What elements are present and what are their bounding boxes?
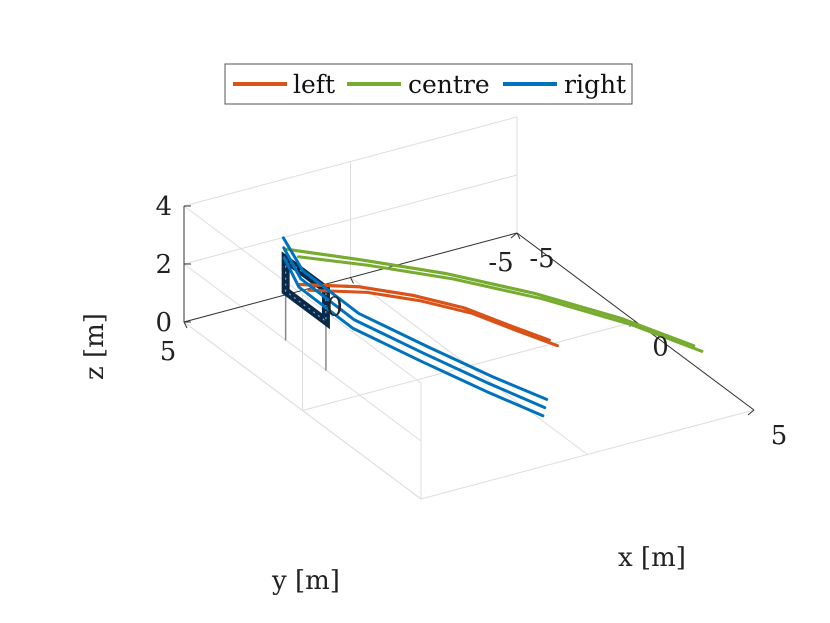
x-tick-mark [510,232,518,239]
trajectory-centre [285,247,695,348]
legend-label-left: left [293,70,335,99]
y-tick-label: 0 [326,293,343,323]
trajectory-left [307,288,559,348]
grid [183,116,755,500]
wall-gridline [183,174,518,265]
legend-label-centre: centre [408,70,490,99]
x-axis-label: x [m] [618,543,686,573]
trajectory-right [282,256,545,418]
x-tick-label: 0 [652,333,669,363]
x-tick-mark [747,409,755,416]
axes [183,205,755,416]
z-tick-label: 4 [155,192,172,222]
x-tick-label: -5 [529,244,554,274]
y-axis-label: y [m] [271,566,340,596]
trajectory-centre [296,255,704,353]
wall-gridline [183,321,422,500]
z-tick-label: 0 [155,308,172,338]
y-tick-label: -5 [488,248,513,278]
wall-gridline [183,116,518,207]
x-tick-label: 5 [771,421,788,451]
wall-gridline [183,263,422,442]
legend-box [224,63,633,105]
z-axis-label: z [m] [80,313,110,380]
trajectory-right [281,236,549,401]
trajectory-left [298,282,550,342]
y-tick-mark [350,277,354,284]
y-tick-label: 5 [160,337,177,367]
trajectories [281,236,704,418]
y-tick-mark [516,232,521,240]
z-tick-label: 2 [155,250,172,280]
trajectory-right [282,246,547,410]
wall-gridline [183,205,422,384]
legend-label-right: right [564,70,626,99]
legend: left centre right [224,63,633,105]
y-tick-mark [183,321,188,329]
